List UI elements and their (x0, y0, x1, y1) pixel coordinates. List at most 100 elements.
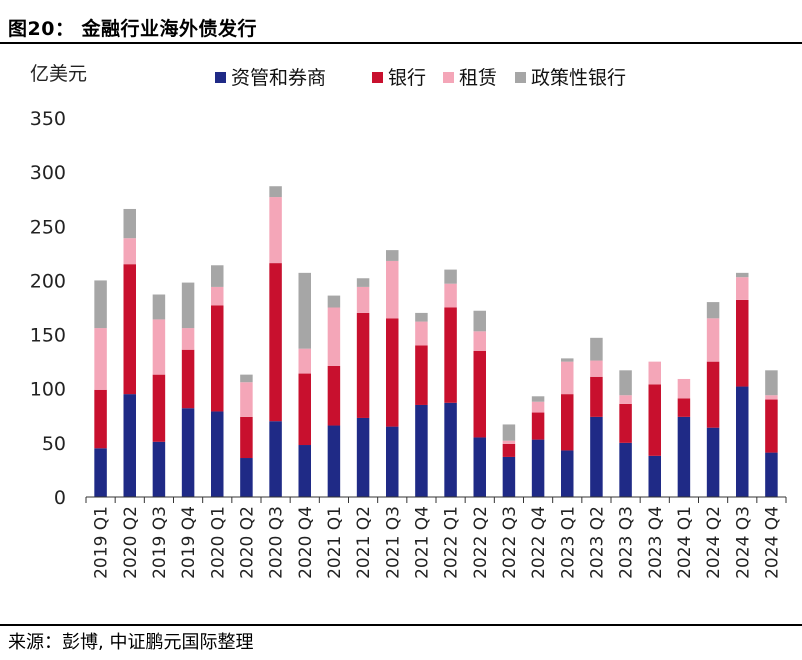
bar-segment (298, 373, 311, 446)
x-tick-label: 2022 Q4 (529, 506, 549, 579)
bar-segment (444, 402, 457, 497)
x-tick-label: 2022 Q2 (471, 506, 491, 579)
x-tick-label: 2021 Q1 (325, 506, 345, 579)
x-tick-label: 2021 Q3 (383, 506, 403, 579)
x-tick-label: 2023 Q1 (558, 506, 578, 579)
bar-segment (677, 416, 691, 497)
bar-segment (181, 282, 195, 329)
legend-label: 银行 (388, 67, 426, 89)
x-tick-label: 2020 Q2 (237, 506, 257, 579)
bar-segment (327, 365, 341, 426)
bar-segment (765, 399, 778, 453)
bar-segment (736, 277, 749, 300)
x-tick-label: 2024 Q2 (704, 506, 724, 579)
bar-segment (444, 283, 457, 308)
bar-segment (123, 264, 136, 395)
bar-segment (765, 370, 778, 396)
figure-title: 图20： 金融行业海外债发行 (8, 18, 258, 40)
bar-segment (706, 318, 720, 362)
y-tick-label: 100 (30, 379, 66, 401)
bar-segment (502, 456, 516, 497)
bar-segment (473, 350, 486, 438)
bar-segment (619, 370, 632, 396)
bar-segment (677, 378, 691, 399)
bar-segment (590, 360, 603, 377)
bar-segment (211, 305, 224, 412)
bar-segment (706, 427, 720, 497)
bar-segment (561, 450, 574, 497)
bar-segment (444, 307, 457, 403)
bar-segment (590, 376, 603, 417)
bar-segment (181, 408, 195, 497)
x-tick-label: 2019 Q1 (92, 506, 112, 579)
bar-segment (152, 441, 166, 497)
bottom-rule (0, 624, 802, 626)
legend-swatch (515, 72, 526, 83)
bar-segment (94, 280, 107, 329)
x-tick-label: 2024 Q4 (762, 506, 782, 579)
y-axis: 0 50 100 150 200 250 300 350 (30, 108, 66, 509)
bar-segment (94, 448, 107, 497)
bar-segment (269, 263, 282, 422)
y-tick-label: 0 (54, 487, 66, 509)
bar-segment (240, 458, 253, 497)
bar-segment (356, 417, 370, 497)
x-axis: 2019 Q1 2020 Q2 2019 Q3 2019 Q4 2020 Q1 2020 … (85, 496, 787, 579)
bar-segment (473, 331, 486, 351)
bar-segment (531, 412, 545, 440)
bar-segment (298, 348, 311, 374)
bar-segment (152, 319, 166, 375)
bar-segment (502, 440, 516, 444)
bar-segment (298, 272, 311, 349)
x-tick-label: 2020 Q2 (121, 506, 141, 579)
bar-segment (765, 395, 778, 400)
bar-segment (765, 452, 778, 497)
bar-segment (706, 361, 720, 428)
y-tick-label: 350 (30, 108, 66, 130)
top-rule (0, 42, 802, 44)
bar-segment (736, 386, 749, 497)
bar-segment (502, 443, 516, 457)
bar-segment (619, 395, 632, 404)
bar-segment (181, 349, 195, 409)
bar-segment (327, 307, 341, 366)
bar-segment (269, 186, 282, 198)
bar-segment (444, 269, 457, 284)
bar-segment (386, 250, 399, 261)
x-tick-label: 2023 Q3 (617, 506, 637, 579)
bar-segment (356, 286, 370, 313)
bar-segment (736, 299, 749, 387)
chart-legend: 资管和券商 银行 租赁 政策性银行 (215, 67, 626, 89)
legend-label: 政策性银行 (531, 67, 626, 89)
bar-segment (181, 328, 195, 350)
x-tick-label: 2022 Q3 (500, 506, 520, 579)
bar-segment (619, 403, 632, 443)
bar-segment (386, 318, 399, 427)
bar-segment (648, 455, 661, 497)
bar-segment (240, 374, 253, 383)
bar-segment (648, 361, 661, 385)
bar-segment (561, 358, 574, 362)
bar-segment (736, 272, 749, 278)
bar-segment (590, 416, 603, 497)
x-tick-label: 2019 Q3 (150, 506, 170, 579)
legend-swatch (215, 72, 226, 83)
x-tick-label: 2020 Q4 (296, 506, 316, 579)
bar-segment (648, 384, 661, 456)
bar-segment (415, 321, 428, 346)
x-tick-label: 2024 Q3 (733, 506, 753, 579)
bar-segment (123, 208, 136, 239)
y-tick-label: 150 (30, 325, 66, 347)
bar-segment (327, 295, 341, 308)
bar-segment (269, 197, 282, 264)
bar-segment (415, 345, 428, 405)
y-tick-label: 200 (30, 270, 66, 292)
bar-segment (356, 278, 370, 287)
legend-swatch (443, 72, 454, 83)
bar-segment (502, 424, 516, 441)
bar-segment (356, 312, 370, 418)
bar-segment (415, 404, 428, 497)
bar-segment (706, 302, 720, 319)
bar-segment (415, 312, 428, 322)
